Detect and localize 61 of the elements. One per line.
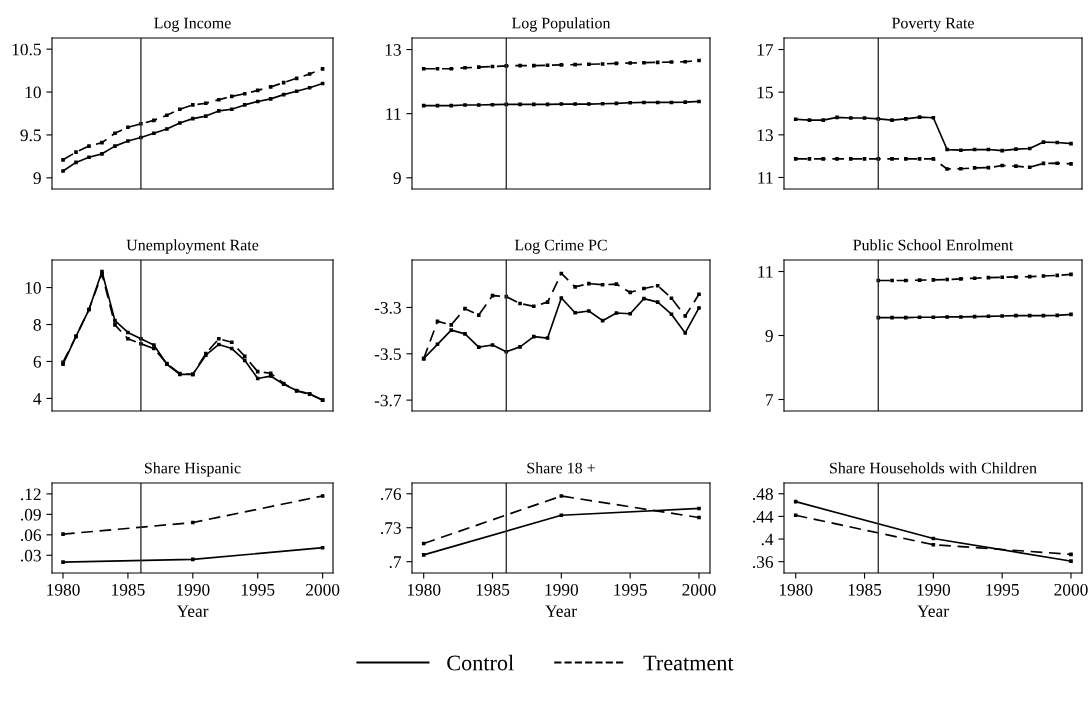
- x-tick-label: 1980: [407, 583, 441, 596]
- x-tick-label: 1980: [779, 583, 813, 596]
- y-tick-label: 11: [758, 172, 773, 184]
- y-tick-label: .7: [389, 556, 402, 568]
- y-tick-label: 10: [25, 282, 41, 294]
- y-tick-label: 9: [765, 330, 773, 342]
- y-tick-label: .36: [753, 556, 774, 568]
- y-tick-label: 7: [766, 394, 774, 406]
- y-tick-label: 13: [385, 44, 401, 56]
- y-tick-label: 17: [757, 44, 774, 56]
- y-tick-label: -3.7: [374, 394, 402, 407]
- chart-title: Log Income: [154, 17, 231, 32]
- x-tick-label: 1985: [848, 583, 882, 596]
- chart-title: Unemployment Rate: [126, 239, 259, 254]
- x-axis-title: Year: [176, 605, 209, 617]
- y-tick-label: 8: [33, 318, 41, 331]
- chart-title: Share Hispanic: [145, 462, 241, 477]
- x-tick-label: 1995: [614, 583, 647, 596]
- y-tick-label: -3.5: [374, 348, 401, 361]
- y-tick-label: 6: [33, 355, 42, 368]
- y-tick-label: .48: [753, 488, 773, 501]
- y-tick-label: 10.5: [12, 43, 41, 56]
- y-tick-label: -3.3: [374, 302, 401, 314]
- x-axis-title: Year: [917, 605, 949, 617]
- x-tick-label: 1995: [241, 583, 275, 596]
- x-tick-label: 1990: [176, 583, 210, 596]
- y-tick-label: 11: [758, 266, 773, 278]
- chart-title: Poverty Rate: [891, 17, 974, 32]
- y-tick-label: .76: [381, 488, 402, 501]
- legend-label: Control: [447, 654, 514, 671]
- chart-title: Log Population: [511, 17, 611, 32]
- y-tick-label: .12: [21, 488, 41, 501]
- x-tick-label: 1985: [112, 583, 145, 596]
- chart-title: Share 18 +: [527, 462, 595, 474]
- y-tick-label: 9: [393, 172, 401, 184]
- y-tick-label: 9.5: [20, 129, 41, 142]
- x-tick-label: 1985: [476, 583, 510, 596]
- y-tick-label: 9: [33, 172, 41, 185]
- y-tick-label: 4: [33, 393, 42, 405]
- chart-title: Log Crime PC: [514, 239, 607, 254]
- y-tick-label: .06: [21, 529, 42, 542]
- x-tick-label: 2000: [1054, 583, 1088, 596]
- y-tick-label: 11: [386, 108, 401, 120]
- y-tick-label: 10: [25, 86, 41, 99]
- x-tick-label: 1990: [917, 583, 951, 596]
- y-tick-label: .73: [381, 522, 401, 534]
- y-tick-label: .4: [761, 533, 774, 546]
- y-tick-label: 13: [757, 129, 773, 142]
- x-tick-label: 1980: [47, 583, 80, 596]
- x-tick-label: 1995: [986, 583, 1019, 596]
- x-axis-title: Year: [545, 605, 577, 617]
- y-tick-label: .44: [753, 510, 774, 523]
- y-tick-label: 15: [757, 86, 773, 99]
- chart-title: Share Households with Children: [830, 462, 1037, 474]
- y-tick-label: .03: [21, 549, 41, 562]
- x-tick-label: 2000: [682, 583, 716, 596]
- legend-label: Treatment: [643, 655, 734, 671]
- x-tick-label: 1990: [545, 583, 579, 596]
- x-tick-label: 2000: [306, 583, 340, 596]
- chart-title: Public School Enrolment: [853, 239, 1014, 251]
- y-tick-label: .09: [21, 508, 41, 521]
